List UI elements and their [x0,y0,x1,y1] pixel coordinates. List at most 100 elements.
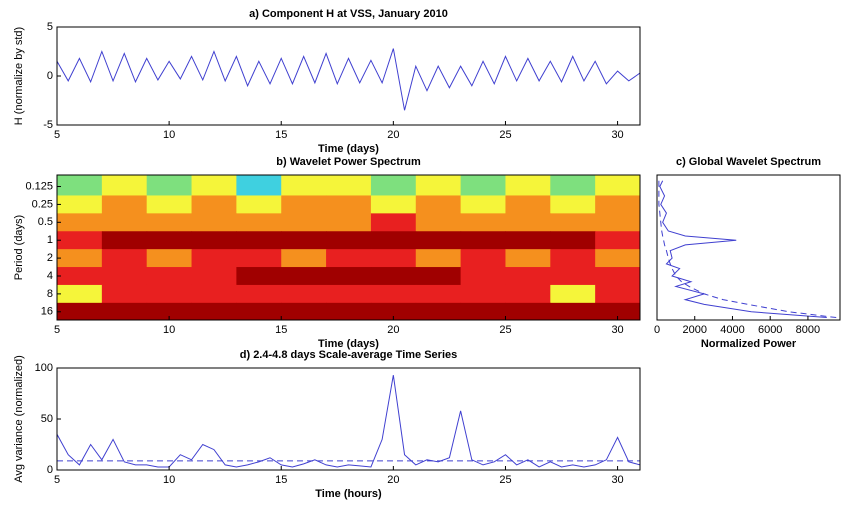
heat-cell [460,175,506,196]
heat-cell [415,175,462,196]
axes-frame [656,174,841,321]
heat-cell [281,267,327,286]
x-tick-label: 20 [387,129,399,141]
heat-cell [595,213,641,232]
heat-cell [191,231,237,250]
heat-cell [57,231,103,250]
heat-cell [101,213,148,232]
y-tick-label: 16 [41,306,53,318]
x-tick-label: 30 [611,324,623,336]
panel-title: d) 2.4-4.8 days Scale-average Time Serie… [240,349,457,361]
heat-cell [460,267,506,286]
heat-cell [370,231,417,250]
y-axis-label: Avg variance (normalized) [13,355,25,483]
heat-cell [281,302,327,321]
x-tick-label: 8000 [796,324,820,336]
heat-cell [550,175,596,196]
x-tick-label: 5 [54,129,60,141]
heat-cell [460,213,506,232]
x-axis-label: Time (hours) [315,488,382,500]
y-axis-label: Period (days) [13,215,25,280]
heat-cell [370,213,417,232]
heat-cell [146,302,193,321]
y-tick-label: 2 [47,252,53,264]
heat-cell [326,267,372,286]
heat-cell [146,249,193,268]
heat-cell [191,284,237,304]
x-tick-label: 30 [611,129,623,141]
heat-cell [460,249,506,268]
y-axis-label: H (normalize by std) [13,27,25,125]
x-tick-label: 20 [387,324,399,336]
heat-cell [595,267,641,286]
heat-cell [415,213,462,232]
heat-cell [57,213,103,232]
heat-cell [281,195,327,214]
panel-title: a) Component H at VSS, January 2010 [249,8,448,20]
heat-cell [236,195,282,214]
heat-cell [595,175,641,196]
heat-cell [370,175,417,196]
heat-cell [550,213,596,232]
heat-cell [550,284,596,304]
heat-cell [505,284,551,304]
x-tick-label: 25 [499,474,511,486]
x-tick-label: 25 [499,129,511,141]
heat-cell [236,302,282,321]
y-tick-label: 50 [41,413,53,425]
heat-cell [550,231,596,250]
heat-cell [101,175,148,196]
heat-cell [326,249,372,268]
heat-cell [281,231,327,250]
heat-cell [57,302,103,321]
heat-cell [595,249,641,268]
heat-cell [101,284,148,304]
x-tick-label: 25 [499,324,511,336]
heat-cell [550,195,596,214]
heat-cell [370,195,417,214]
heat-cell [460,231,506,250]
heat-cell [57,267,103,286]
heat-cell [57,195,103,214]
heat-cell [415,267,462,286]
heat-cell [595,302,641,321]
heat-cell [370,284,417,304]
heat-cell [595,231,641,250]
heat-cell [101,249,148,268]
heat-cell [191,267,237,286]
heat-cell [326,302,372,321]
heat-cell [505,231,551,250]
x-tick-label: 6000 [758,324,782,336]
heat-cell [146,213,193,232]
heat-cell [281,249,327,268]
heat-cell [370,249,417,268]
x-axis-label: Time (days) [318,143,379,155]
axes-frame [56,26,641,126]
heat-cell [505,195,551,214]
heat-cell [595,284,641,304]
heat-cell [326,195,372,214]
x-tick-label: 10 [163,324,175,336]
heat-cell [191,302,237,321]
x-tick-label: 0 [654,324,660,336]
heat-cell [236,284,282,304]
x-tick-label: 2000 [682,324,706,336]
heat-cell [57,175,103,196]
y-tick-label: 0.125 [25,180,53,192]
heat-cell [236,175,282,196]
heat-cell [236,231,282,250]
x-tick-label: 15 [275,129,287,141]
heat-cell [550,302,596,321]
heat-cell [146,195,193,214]
heat-cell [236,213,282,232]
heat-cell [415,249,462,268]
heat-cell [550,267,596,286]
heat-cell [370,302,417,321]
heat-cell [505,175,551,196]
heat-cell [326,231,372,250]
x-tick-label: 10 [163,129,175,141]
y-tick-label: 1 [47,234,53,246]
data-line [57,375,640,468]
heat-cell [101,195,148,214]
